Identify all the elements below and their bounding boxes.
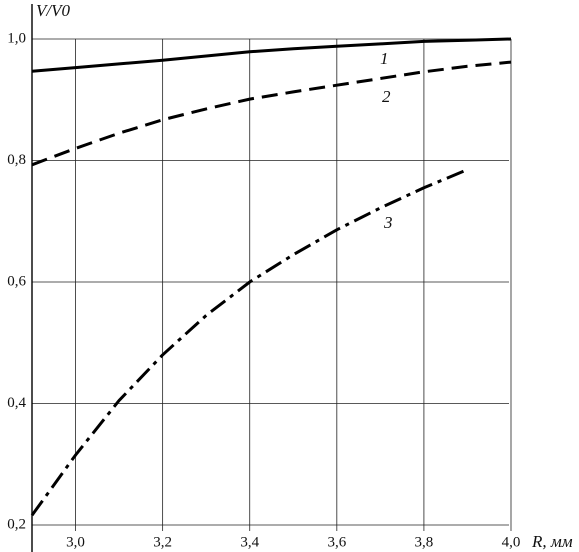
y-tick-label: 0,4: [7, 395, 26, 411]
curve-label: 2: [382, 87, 391, 106]
y-tick-label: 0,6: [7, 273, 26, 289]
curve: [30, 168, 469, 517]
x-tick-label: 3,6: [327, 534, 346, 550]
x-tick-label: 4,0: [502, 534, 521, 550]
curve: [31, 60, 512, 167]
x-axis-label: R, мм: [531, 532, 573, 551]
y-tick-label: 0,8: [7, 152, 26, 168]
y-tick-label: 0,2: [7, 516, 26, 532]
x-tick-label: 3,8: [415, 534, 434, 550]
x-tick-label: 3,0: [66, 534, 85, 550]
curve-label: 3: [383, 213, 393, 232]
curve-label: 1: [380, 49, 389, 68]
x-tick-label: 3,2: [153, 534, 172, 550]
y-axis-label: V/V0: [36, 1, 70, 20]
curve: [31, 37, 512, 73]
y-tick-label: 1,0: [7, 30, 26, 46]
x-tick-label: 3,4: [240, 534, 259, 550]
